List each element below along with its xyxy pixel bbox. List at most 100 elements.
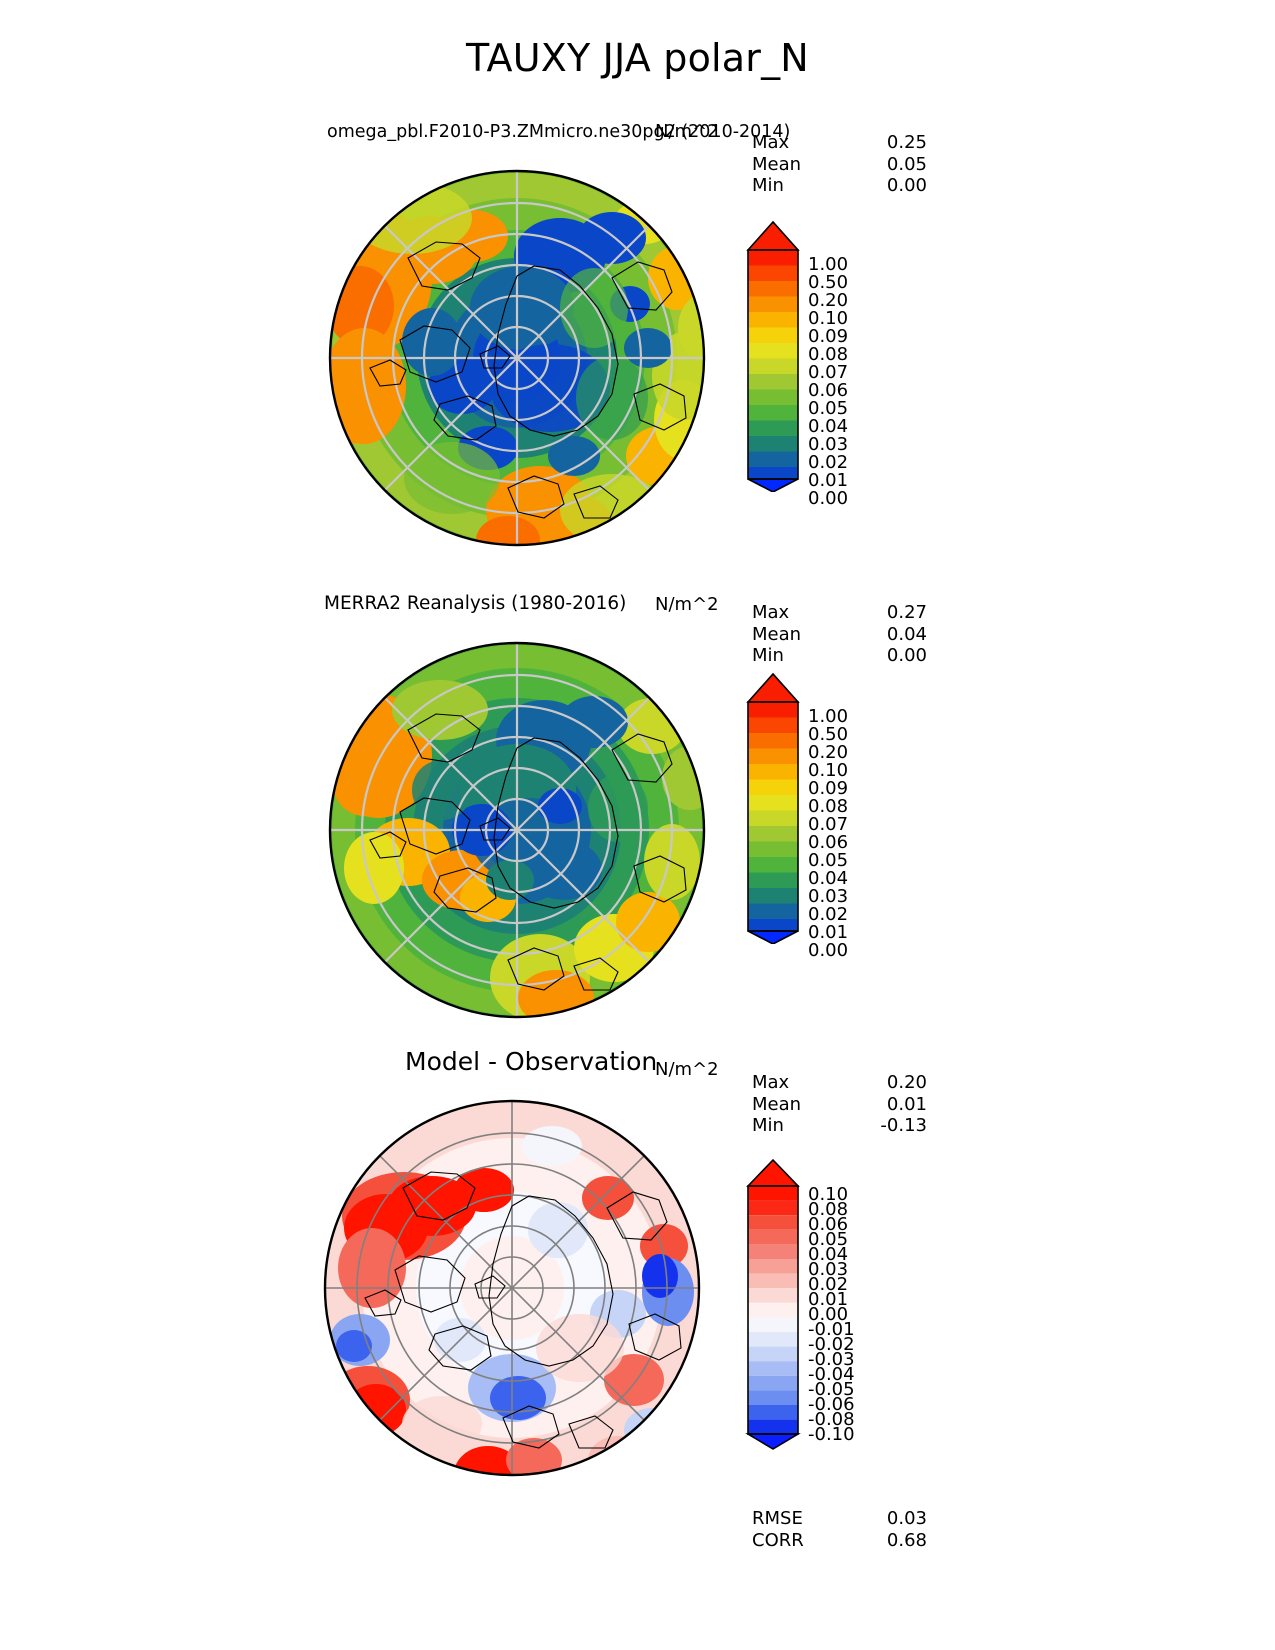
polar-map-difference-svg — [323, 1099, 701, 1477]
polar-map-observation-svg — [328, 641, 706, 1019]
stat-row-max: Max 0.27 — [752, 602, 927, 624]
cbar-tick: 0.00 — [808, 488, 849, 509]
panel-difference-units: N/m^2 — [655, 1059, 719, 1080]
panel-difference-header: Model - Observation N/m^2 — [0, 1049, 1275, 1092]
cbar-tick: 0.00 — [808, 940, 849, 961]
cbar-tick: 0.08 — [808, 1199, 849, 1220]
panel-difference: Model - Observation N/m^2 Max 0.20 Mean … — [0, 1049, 1275, 1551]
stat-value-min: -0.13 — [880, 1115, 927, 1136]
graticule-observation — [330, 643, 704, 1017]
panel-observation-stats: Max 0.27 Mean 0.04 Min 0.00 — [752, 602, 927, 667]
coastlines-difference — [364, 1171, 682, 1449]
stat-value-min: 0.00 — [886, 645, 927, 666]
panel-observation-header: MERRA2 Reanalysis (1980-2016) N/m^2 — [0, 592, 1275, 626]
cbar-tick: 0.04 — [808, 868, 849, 889]
colorbar-observation-svg — [746, 672, 800, 944]
colorbar-model-segments — [746, 220, 800, 492]
stat-value-max: 0.25 — [886, 132, 927, 153]
map-boundary-difference — [323, 1099, 701, 1477]
stat-label-min: Min — [752, 1115, 784, 1136]
stat-row-max: Max 0.25 — [752, 132, 927, 154]
panel-model: omega_pbl.F2010-P3.ZMmicro.ne30pg2 (2010… — [0, 120, 1275, 560]
cbar-tick: 0.50 — [808, 724, 849, 745]
cbar-tick: 0.04 — [808, 1244, 849, 1265]
polar-map-difference — [312, 1088, 712, 1488]
cbar-tick: 0.00 — [808, 1304, 849, 1325]
panel-model-case-name: omega_pbl.F2010-P3.ZMmicro.ne30pg2 (2010… — [327, 122, 791, 142]
cbar-tick: 0.09 — [808, 778, 849, 799]
cbar-tick: 0.10 — [808, 760, 849, 781]
cbar-tick: 0.07 — [808, 362, 849, 383]
stat-row-corr: CORR 0.68 — [752, 1530, 927, 1552]
cbar-tick: -0.04 — [808, 1364, 855, 1385]
stat-row-rmse: RMSE 0.03 — [752, 1508, 927, 1530]
graticule-difference — [325, 1101, 699, 1475]
cbar-tick: 0.04 — [808, 416, 849, 437]
map-boundary-model — [328, 169, 706, 547]
cbar-tick: 0.01 — [808, 1289, 849, 1310]
figure-title: TAUXY JJA polar_N — [466, 36, 809, 80]
cbar-tick: 0.05 — [808, 1229, 849, 1250]
cbar-tick: 1.00 — [808, 706, 849, 727]
stat-value-max: 0.27 — [886, 602, 927, 623]
cbar-tick: -0.02 — [808, 1334, 855, 1355]
stat-row-mean: Mean 0.05 — [752, 154, 927, 176]
stat-row-min: Min 0.00 — [752, 175, 927, 197]
stat-value-min: 0.00 — [886, 175, 927, 196]
graticule-model — [330, 171, 704, 545]
stat-value-mean: 0.04 — [886, 623, 927, 645]
colorbar-difference-svg — [745, 1158, 801, 1450]
cbar-tick: 0.10 — [808, 308, 849, 329]
polar-map-observation — [312, 630, 722, 1030]
map-boundary-observation — [328, 641, 706, 1019]
panel-model-units: N/m^2 — [655, 121, 719, 142]
cbar-tick: -0.10 — [808, 1424, 855, 1445]
cbar-tick: -0.05 — [808, 1379, 855, 1400]
panel-difference-stats: Max 0.20 Mean 0.01 Min -0.13 — [752, 1072, 927, 1137]
cbar-tick: 0.08 — [808, 344, 849, 365]
cbar-tick: 0.02 — [808, 904, 849, 925]
cbar-tick: 0.50 — [808, 272, 849, 293]
cbar-tick: 0.06 — [808, 380, 849, 401]
colorbar-observation-segments — [746, 672, 800, 944]
stat-label-max: Max — [752, 1072, 790, 1093]
cbar-tick: 0.10 — [808, 1184, 849, 1205]
cbar-tick: 0.07 — [808, 814, 849, 835]
stat-row-mean: Mean 0.01 — [752, 1094, 927, 1116]
stat-row-max: Max 0.20 — [752, 1072, 927, 1094]
stat-label-min: Min — [752, 175, 784, 196]
cbar-tick: -0.06 — [808, 1394, 855, 1415]
panel-model-header: omega_pbl.F2010-P3.ZMmicro.ne30pg2 (2010… — [0, 120, 1275, 154]
cbar-tick: 0.01 — [808, 922, 849, 943]
stat-row-mean: Mean 0.04 — [752, 624, 927, 646]
cbar-tick: 0.05 — [808, 398, 849, 419]
stat-label-max: Max — [752, 132, 790, 153]
cbar-tick: 0.02 — [808, 452, 849, 473]
stat-label-corr: CORR — [752, 1529, 804, 1551]
stat-label-mean: Mean — [752, 153, 802, 175]
polar-map-model-svg — [328, 169, 706, 547]
colorbar-model: 1.00 0.50 0.20 0.10 0.09 0.08 0.07 0.06 … — [742, 220, 848, 508]
cbar-tick: 0.06 — [808, 832, 849, 853]
cbar-tick: 0.05 — [808, 850, 849, 871]
cbar-tick: 0.09 — [808, 326, 849, 347]
cbar-tick: 0.20 — [808, 742, 849, 763]
stat-value-rmse: 0.03 — [886, 1508, 927, 1529]
cbar-tick: 0.06 — [808, 1214, 849, 1235]
stat-label-mean: Mean — [752, 1093, 802, 1115]
stat-value-mean: 0.05 — [886, 153, 927, 175]
polar-map-model — [312, 158, 722, 558]
panel-model-stats: Max 0.25 Mean 0.05 Min 0.00 — [752, 132, 927, 197]
colorbar-observation: 1.00 0.50 0.20 0.10 0.09 0.08 0.07 0.06 … — [742, 672, 848, 960]
coastlines-model — [369, 241, 687, 519]
colorbar-model-svg — [746, 220, 800, 492]
stat-label-rmse: RMSE — [752, 1508, 803, 1529]
cbar-tick: 0.03 — [808, 434, 849, 455]
cbar-tick: -0.08 — [808, 1409, 855, 1430]
panel-observation-case-name: MERRA2 Reanalysis (1980-2016) — [324, 593, 627, 614]
cbar-tick: 0.08 — [808, 796, 849, 817]
stat-value-corr: 0.68 — [886, 1529, 927, 1551]
stat-row-min: Min 0.00 — [752, 645, 927, 667]
cbar-tick: 0.01 — [808, 470, 849, 491]
